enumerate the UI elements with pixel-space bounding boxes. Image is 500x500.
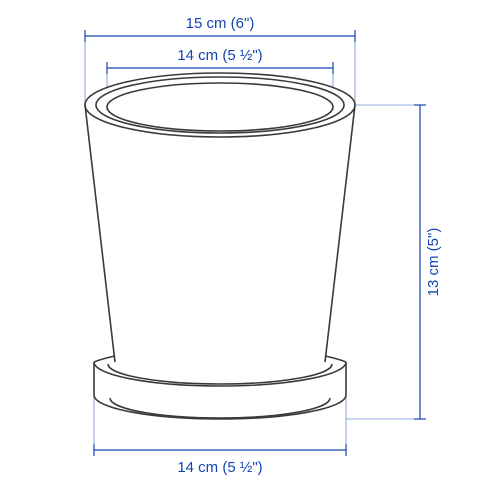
label-height: 13 cm (5") — [425, 228, 442, 297]
label-bottom: 14 cm (5 ½") — [177, 459, 262, 476]
label-top-inner: 14 cm (5 ½") — [177, 47, 262, 64]
label-top-outer: 15 cm (6") — [186, 15, 255, 32]
pot-dimension-diagram: 15 cm (6") 14 cm (5 ½") 14 cm (5 ½") 13 cm … — [0, 0, 500, 500]
